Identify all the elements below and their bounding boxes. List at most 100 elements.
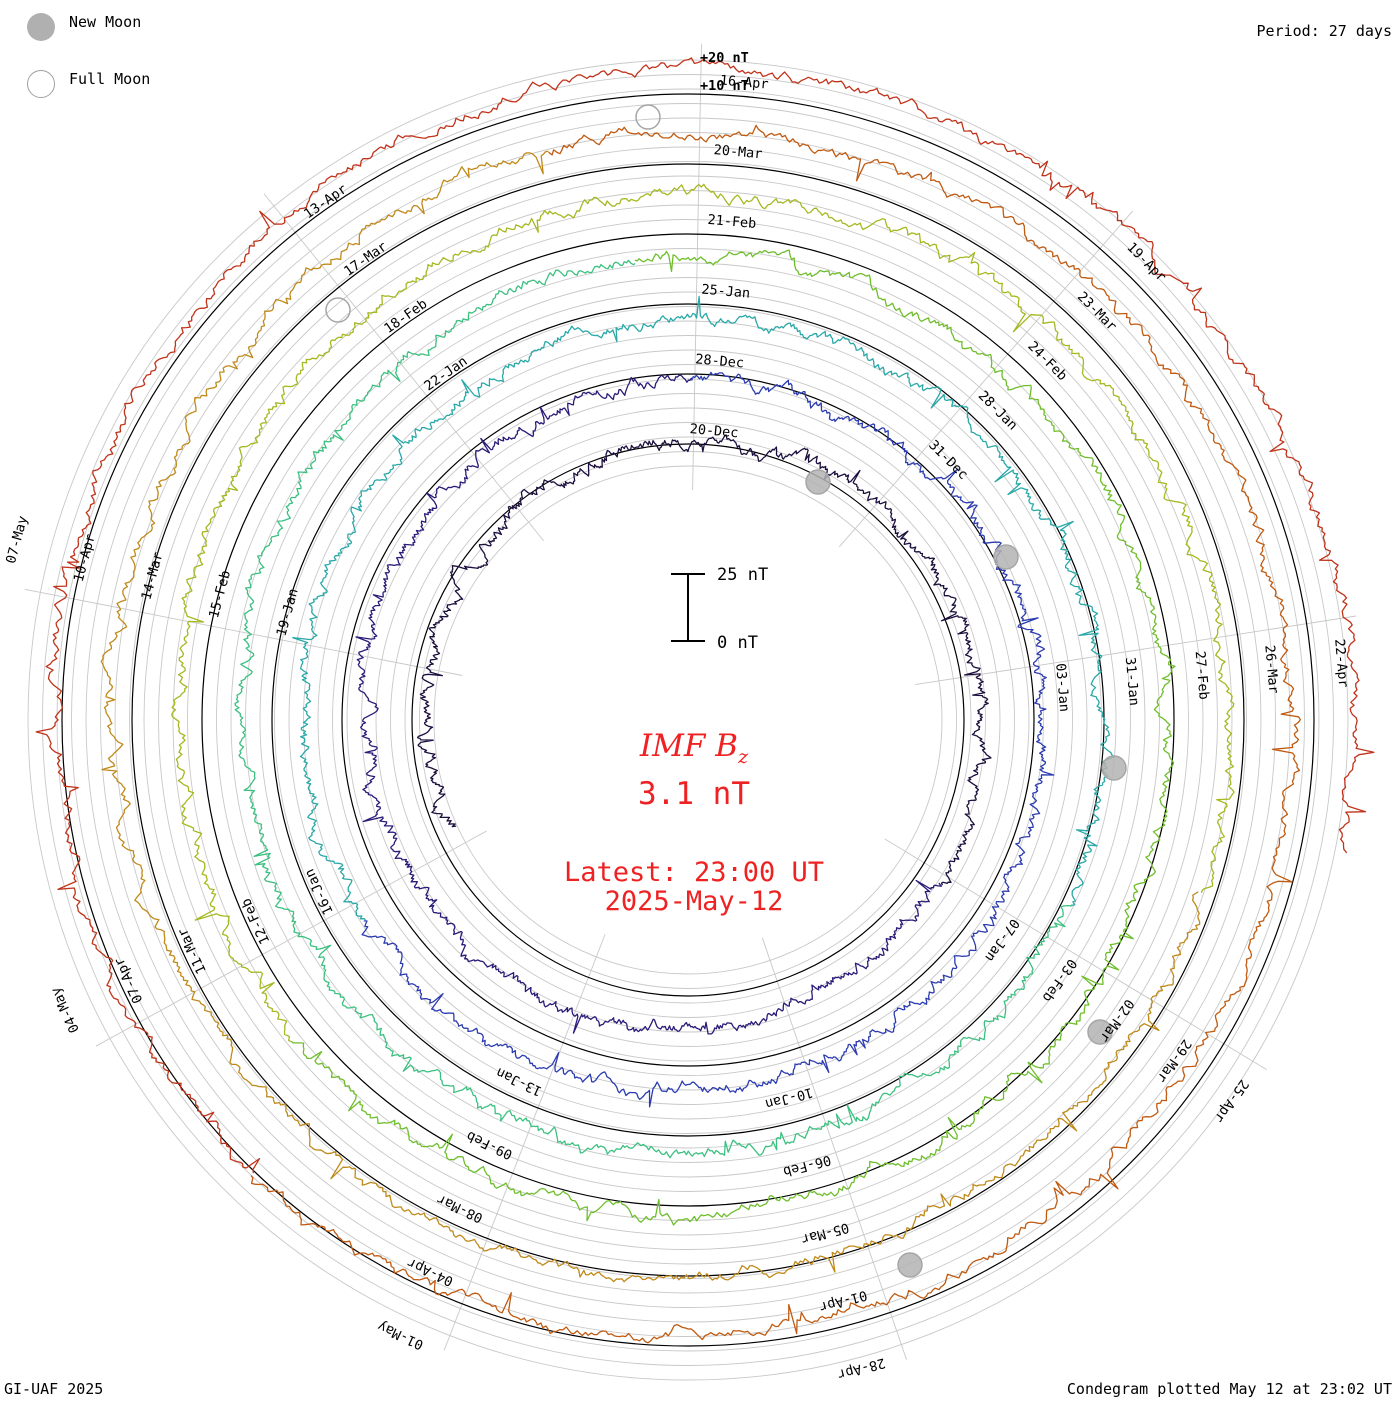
grid-circle: [433, 465, 943, 975]
legend-new-moon: New Moon: [27, 13, 141, 41]
new-moon-marker: [805, 469, 831, 495]
new-moon-marker: [1101, 755, 1127, 781]
bz-trace-segment: [100, 150, 1201, 1283]
grid-circle: [259, 291, 1117, 1149]
full-moon-marker: [635, 104, 661, 130]
date-label: 29-Mar: [1153, 1036, 1194, 1085]
date-label: 16-Apr: [719, 72, 769, 92]
grid-circle: [230, 262, 1146, 1178]
date-label: 18-Feb: [381, 296, 430, 337]
scale-bar: 25 nT 0 nT: [671, 565, 768, 653]
date-label: 21-Feb: [707, 212, 757, 232]
latest-time: Latest: 23:00 UT: [563, 857, 825, 888]
rotation-ring: [201, 233, 1175, 1207]
date-label: 03-Jan: [1052, 663, 1072, 713]
full-moon-icon: [27, 70, 55, 98]
date-label: 15-Feb: [206, 569, 234, 620]
grid-spoke: [263, 193, 545, 542]
grid-circle: [245, 277, 1131, 1163]
scale-bar-bottom-label: 0 nT: [717, 633, 758, 653]
date-label: 09-Feb: [464, 1127, 515, 1162]
grid-circle: [187, 219, 1189, 1221]
date-label: 31-Jan: [1122, 656, 1142, 706]
latest-date: 2025-May-12: [604, 886, 784, 917]
center-title: IMF Bz: [0, 728, 1388, 768]
date-label: 14-Mar: [138, 550, 166, 601]
grid-spoke: [443, 934, 606, 1351]
grid-circle: [158, 190, 1218, 1250]
date-label: 06-Feb: [781, 1152, 832, 1180]
grid-circle: [332, 364, 1044, 1076]
rotation-ring: [271, 303, 1105, 1137]
date-label: 10-Apr: [71, 532, 99, 583]
footer-credit: GI-UAF 2025: [4, 1380, 104, 1398]
bz-trace-segment: [234, 259, 1073, 1159]
traces-layer: [35, 57, 1375, 1344]
center-title-sub: z: [738, 746, 749, 769]
date-label: 26-Mar: [1261, 644, 1281, 694]
bz-trace-segment: [361, 371, 1055, 1108]
new-moon-marker: [897, 1252, 923, 1278]
date-label: 08-Mar: [434, 1191, 485, 1226]
grid-circle: [100, 132, 1276, 1308]
bz-trace-segment: [355, 374, 942, 1035]
bz-trace-segment: [416, 434, 992, 886]
legend-full-moon: Full Moon: [27, 70, 150, 98]
date-label: 25-Jan: [701, 282, 751, 302]
bz-trace-segment: [35, 57, 1375, 1174]
new-moon-icon: [27, 13, 55, 41]
date-label: 11-Mar: [175, 925, 210, 976]
date-label: 28-Dec: [695, 351, 745, 371]
date-label: 07-Apr: [111, 955, 146, 1006]
date-label: 20-Mar: [713, 142, 763, 162]
grid-circle: [375, 407, 1001, 1033]
new-moon-marker: [993, 544, 1019, 570]
date-label: 23-Mar: [1074, 289, 1120, 335]
period-label: Period: 27 days: [1256, 22, 1392, 40]
bz-trace-segment: [250, 124, 1301, 1344]
date-label: 04-May: [48, 984, 83, 1035]
grid-circle: [129, 161, 1247, 1279]
date-label: 19-Apr: [1123, 239, 1169, 285]
date-label: 22-Jan: [421, 353, 470, 394]
grid-circle: [71, 103, 1305, 1337]
grid-spoke: [915, 615, 1356, 686]
grid-spoke: [692, 44, 702, 491]
moon-markers-layer: [325, 104, 1127, 1278]
grid-circle: [143, 175, 1233, 1265]
grid-layer: [24, 44, 1356, 1381]
date-label: 20-Dec: [689, 421, 739, 441]
rotation-ring: [341, 373, 1035, 1067]
bz-trace-segment: [171, 183, 1235, 1043]
date-label: 03-Feb: [1039, 956, 1080, 1005]
legend-new-moon-label: New Moon: [69, 13, 142, 31]
grid-spoke: [838, 210, 1134, 548]
legend-full-moon-label: Full Moon: [69, 70, 151, 88]
rotation-ring: [411, 443, 965, 997]
grid-circle: [288, 320, 1088, 1120]
grid-circle: [216, 248, 1160, 1192]
center-title-main: IMF B: [639, 728, 739, 764]
reference-level-label: +10 nT: [700, 78, 749, 94]
reference-level-label: +20 nT: [700, 50, 749, 66]
date-label: 28-Jan: [975, 388, 1021, 434]
grid-circle: [56, 88, 1320, 1352]
center-value: 3.1 nT: [638, 776, 750, 812]
grid-circle: [317, 349, 1059, 1091]
bz-trace-segment: [292, 295, 1115, 921]
grid-circle: [42, 74, 1334, 1366]
grid-circle: [114, 146, 1262, 1294]
bz-trace-segment: [290, 249, 1176, 1226]
grid-circle: [172, 204, 1204, 1236]
grid-spoke: [761, 937, 907, 1360]
grid-circle: [303, 335, 1073, 1105]
rotation-ring: [131, 163, 1245, 1277]
date-label: 07-May: [3, 514, 31, 565]
grid-circle: [85, 117, 1291, 1323]
date-label: 22-Apr: [1331, 638, 1351, 688]
date-label: 27-Feb: [1192, 650, 1212, 700]
date-label: 28-Apr: [836, 1354, 887, 1382]
reference-labels-layer: +20 nT +10 nT: [700, 50, 749, 94]
latest-timestamp: Latest: 23:00 UT 2025-May-12: [0, 858, 1388, 916]
